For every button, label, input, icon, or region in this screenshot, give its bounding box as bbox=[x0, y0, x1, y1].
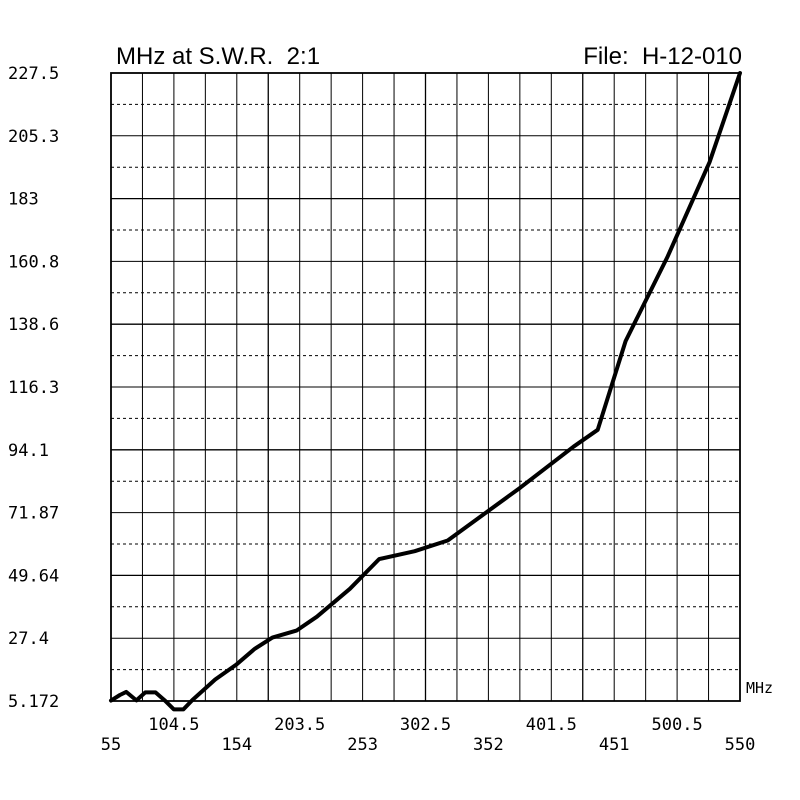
x-tick-label: 401.5 bbox=[526, 715, 577, 735]
x-tick-label: 104.5 bbox=[148, 715, 199, 735]
x-tick-label: 550 bbox=[725, 735, 756, 755]
x-tick-label: 55 bbox=[101, 735, 121, 755]
y-tick-label: 205.3 bbox=[8, 127, 59, 147]
y-axis-tick-labels: 227.5 205.3 183 160.8 138.6 116.3 94.1 71.87 49.… bbox=[8, 64, 59, 712]
x-axis-tick-labels: 104.5 203.5 302.5 401.5 500.5 55 154 253 352 451 5… bbox=[101, 715, 756, 755]
x-tick-label: 352 bbox=[473, 735, 504, 755]
y-tick-label: 160.8 bbox=[8, 252, 59, 272]
y-tick-label: 116.3 bbox=[8, 378, 59, 398]
y-tick-label: 227.5 bbox=[8, 64, 59, 84]
y-tick-label: 138.6 bbox=[8, 315, 59, 335]
grid bbox=[111, 73, 740, 701]
x-tick-label: 203.5 bbox=[274, 715, 325, 735]
file-label: File: H-12-010 bbox=[583, 43, 742, 70]
series-line bbox=[109, 71, 742, 712]
x-tick-label: 154 bbox=[221, 735, 252, 755]
x-tick-label: 253 bbox=[347, 735, 378, 755]
x-tick-label: 302.5 bbox=[400, 715, 451, 735]
chart-title: MHz at S.W.R. 2:1 bbox=[116, 43, 320, 70]
x-tick-label: 451 bbox=[599, 735, 630, 755]
y-tick-label: 71.87 bbox=[8, 504, 59, 524]
plot-frame bbox=[110, 72, 741, 702]
x-axis-unit-label: MHz bbox=[746, 679, 773, 697]
y-tick-label: 94.1 bbox=[8, 441, 49, 461]
y-tick-label: 27.4 bbox=[8, 629, 49, 649]
y-tick-label: 183 bbox=[8, 190, 39, 210]
y-tick-label: 5.172 bbox=[8, 692, 59, 712]
x-tick-label: 500.5 bbox=[652, 715, 703, 735]
y-tick-label: 49.64 bbox=[8, 566, 59, 586]
